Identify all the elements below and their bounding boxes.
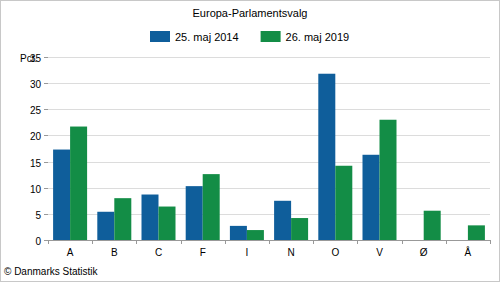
bar: [247, 230, 264, 240]
x-tick: [313, 240, 314, 244]
x-tick: [357, 240, 358, 244]
category-label: V: [376, 247, 383, 258]
category-label: N: [287, 247, 294, 258]
tick-label: 15: [30, 158, 42, 169]
x-tick: [181, 240, 182, 244]
x-tick: [92, 240, 93, 244]
grid-line: [48, 109, 490, 110]
bar: [424, 211, 441, 240]
grid-line: [48, 83, 490, 84]
bar: [230, 226, 247, 240]
tick: [44, 240, 48, 241]
x-tick: [48, 240, 49, 244]
bar: [203, 174, 220, 240]
bar: [291, 218, 308, 240]
tick: [44, 162, 48, 163]
x-tick: [490, 240, 491, 244]
category-label: C: [155, 247, 162, 258]
bar: [97, 212, 114, 240]
category-label: O: [331, 247, 339, 258]
source: © Danmarks Statistik: [4, 266, 99, 277]
legend: 25. maj 2014 26. maj 2019: [150, 31, 349, 43]
grid-line: [48, 57, 490, 58]
legend-swatch: [150, 31, 170, 42]
legend-label: 26. maj 2019: [286, 31, 350, 43]
tick: [44, 188, 48, 189]
bar: [142, 195, 159, 240]
bar: [380, 120, 397, 240]
bars: [53, 74, 485, 240]
chart: Europa-Parlamentsvalg 25. maj 2014 26. maj…: [0, 0, 500, 282]
tick: [44, 135, 48, 136]
category-label: A: [67, 247, 74, 258]
bar: [70, 127, 87, 240]
grid-line: [48, 188, 490, 189]
x-tick: [402, 240, 403, 244]
tick-label: 30: [30, 79, 42, 90]
bar: [186, 186, 203, 240]
x-tick: [225, 240, 226, 244]
tick-label: 35: [30, 53, 42, 64]
legend-swatch: [261, 31, 281, 42]
tick-label: 25: [30, 105, 42, 116]
category-label: Ø: [420, 247, 428, 258]
legend-label: 25. maj 2014: [175, 31, 239, 43]
tick-label: 0: [35, 236, 41, 247]
bar: [159, 207, 176, 240]
tick: [44, 57, 48, 58]
tick-label: 5: [35, 210, 41, 221]
tick-label: 10: [30, 184, 42, 195]
grid-line: [48, 135, 490, 136]
grid-line: [48, 162, 490, 163]
bar: [53, 150, 70, 240]
bar: [335, 166, 352, 240]
category-label: F: [200, 247, 206, 258]
bar: [274, 201, 291, 240]
tick-label: 20: [30, 131, 42, 142]
x-tick: [446, 240, 447, 244]
tick: [44, 214, 48, 215]
category-label: B: [111, 247, 118, 258]
bar: [468, 225, 485, 240]
bar: [363, 155, 380, 240]
title: Europa-Parlamentsvalg: [193, 7, 308, 19]
x-tick: [269, 240, 270, 244]
tick: [44, 83, 48, 84]
category-label: I: [246, 247, 249, 258]
frame: [1, 1, 500, 282]
x-tick: [136, 240, 137, 244]
bar: [318, 74, 335, 240]
category-label: Å: [465, 246, 472, 258]
tick: [44, 109, 48, 110]
bar: [114, 198, 131, 240]
